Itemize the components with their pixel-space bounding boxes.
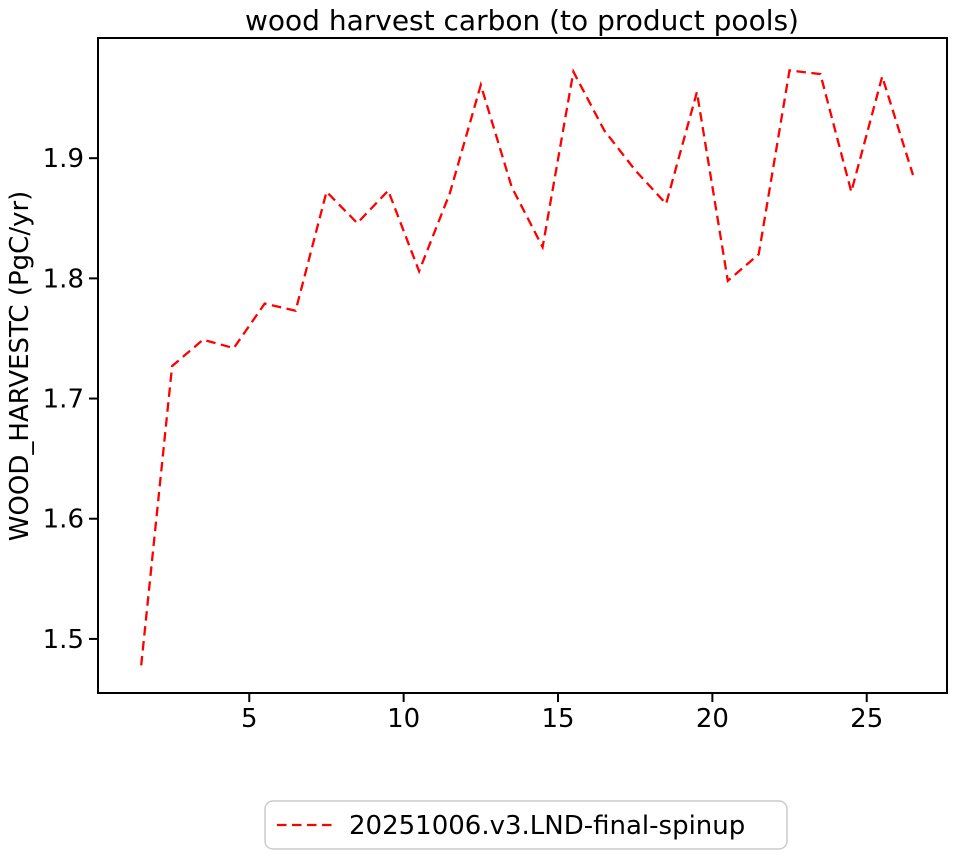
x-tick-label: 15 bbox=[541, 704, 574, 734]
x-tick-label: 5 bbox=[241, 704, 258, 734]
legend-box: 20251006.v3.LND-final-spinup bbox=[264, 800, 788, 850]
y-tick-label: 1.7 bbox=[43, 385, 84, 415]
y-tick-label: 1.8 bbox=[43, 264, 84, 294]
chart-title: wood harvest carbon (to product pools) bbox=[245, 4, 799, 37]
y-tick-label: 1.9 bbox=[43, 144, 84, 174]
legend-frame bbox=[264, 800, 788, 850]
series-layer bbox=[140, 68, 915, 666]
x-tick-label: 20 bbox=[696, 704, 729, 734]
y-tick-label: 1.5 bbox=[43, 625, 84, 655]
ticks-layer: 5 10 15 20 25 1.5 1.6 1.7 1.8 1.9 bbox=[43, 144, 884, 734]
y-axis-label: WOOD_HARVESTC (PgC/yr) bbox=[5, 191, 35, 542]
legend-label: 20251006.v3.LND-final-spinup bbox=[349, 811, 745, 841]
y-tick-label: 1.6 bbox=[43, 505, 84, 535]
x-tick-label: 25 bbox=[850, 704, 883, 734]
plot-frame bbox=[97, 37, 948, 694]
data-line bbox=[140, 68, 915, 666]
x-tick-label: 10 bbox=[387, 704, 420, 734]
